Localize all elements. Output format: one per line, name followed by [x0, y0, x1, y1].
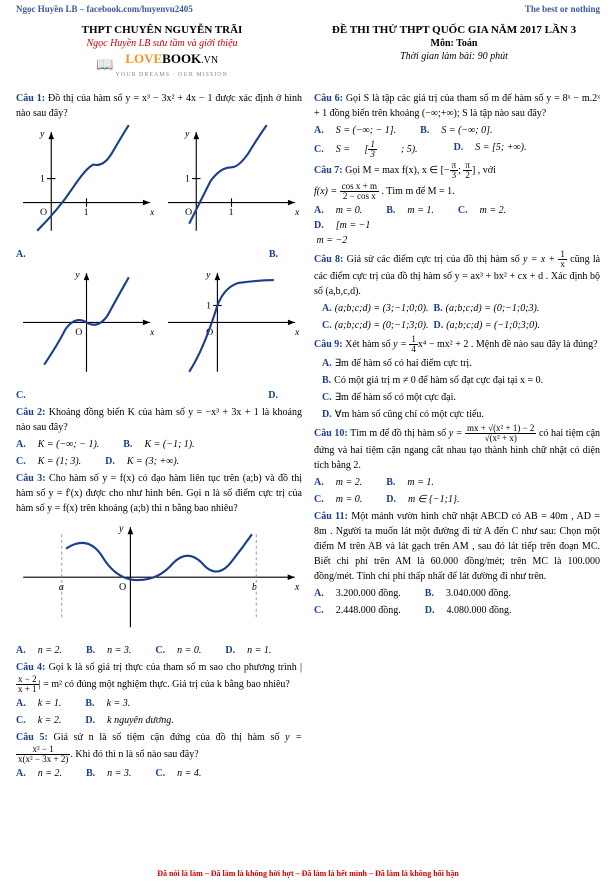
svg-text:x: x [294, 327, 300, 338]
q9-label: Câu 9: [314, 339, 343, 350]
content: Câu 1: Đồ thị của hàm số y = x³ − 3x² + … [0, 89, 616, 783]
q5-b: n = 3. [107, 768, 131, 779]
graph-c: x y O [16, 266, 157, 384]
svg-text:y: y [205, 269, 211, 280]
header-left: THPT CHUYÊN NGUYỄN TRÃI Ngọc Huyền LB sư… [16, 24, 308, 79]
svg-text:1: 1 [229, 207, 234, 218]
ans-a: A. [16, 249, 26, 260]
q6-c: S = [13; 5). [336, 144, 430, 155]
svg-text:O: O [119, 582, 126, 593]
q4-text2: = m² có đúng một nghiệm thực. Giá trị củ… [43, 679, 290, 690]
q4-c: k = 2. [38, 715, 62, 726]
logo: 📖 LOVEBOOK.VN YOUR DREAMS · OUR MISSION [16, 51, 308, 79]
q5-label: Câu 5: [16, 732, 48, 743]
q5-a: n = 2. [38, 768, 62, 779]
svg-text:1: 1 [84, 207, 89, 218]
ans-b: B. [269, 249, 278, 260]
time: Thời gian làm bài: 90 phút [308, 51, 600, 62]
q2-b: K = (−1; 1). [144, 439, 194, 450]
q4-a: k = 1. [38, 698, 62, 709]
svg-text:x: x [294, 582, 300, 593]
q6-text: Gọi S là tập các giá trị của tham số m đ… [314, 93, 600, 119]
q3-label: Câu 3: [16, 473, 46, 484]
svg-text:y: y [39, 128, 45, 139]
q2-a: K = (−∞; − 1). [38, 439, 100, 450]
svg-text:O: O [75, 327, 82, 338]
svg-text:1: 1 [185, 173, 190, 184]
q2-label: Câu 2: [16, 407, 45, 418]
graph-row-1: x y O 1 1 x y O 1 1 [16, 125, 302, 243]
logo-vn: .VN [201, 55, 218, 66]
q6-label: Câu 6: [314, 93, 343, 104]
q11-label: Câu 11: [314, 511, 348, 522]
q4-d: k nguyên dương. [107, 715, 174, 726]
graph-row-2: x y O x y O 1 [16, 266, 302, 384]
logo-love: LOVE [125, 51, 162, 66]
svg-text:O: O [185, 207, 192, 218]
svg-text:1: 1 [206, 300, 211, 311]
right-column: Câu 6: Gọi S là tập các giá trị của tham… [314, 89, 600, 783]
subject: Môn: Toán [308, 38, 600, 49]
q7-text: Gọi M = max f(x), x ∈ [345, 165, 438, 176]
q8-label: Câu 8: [314, 254, 343, 265]
graph-q3: xyOab [16, 520, 302, 639]
top-bar: Ngọc Huyền LB – facebook.com/huyenvu2405… [0, 0, 616, 18]
logo-book: BOOK [162, 51, 201, 66]
q5-text: Giả sử n là số tiệm cận đứng của đồ thị … [54, 732, 280, 743]
author: Ngọc Huyền LB sưu tầm và giới thiệu [16, 38, 308, 49]
q6-d: S = [5; +∞). [475, 142, 526, 153]
q7-label: Câu 7: [314, 165, 343, 176]
svg-text:y: y [184, 128, 190, 139]
q3-c: n = 0. [177, 645, 201, 656]
q4-text: Gọi k là số giá trị thực của tham số m s… [49, 662, 297, 673]
book-icon: 📖 [96, 57, 113, 74]
q2-text: Khoảng đồng biến K của hàm số y = −x³ + … [16, 407, 302, 433]
left-column: Câu 1: Đồ thị của hàm số y = x³ − 3x² + … [16, 89, 302, 783]
q1-label: Câu 1: [16, 93, 45, 104]
q5-text2: . Khi đó thì n là số nào sau đây? [70, 749, 198, 760]
top-left: Ngọc Huyền LB – facebook.com/huyenvu2405 [16, 4, 193, 14]
q4-label: Câu 4: [16, 662, 45, 673]
header-right: ĐỀ THI THỬ THPT QUỐC GIA NĂM 2017 LẦN 3 … [308, 24, 600, 79]
q2-c: K = (1; 3). [38, 456, 81, 467]
graph-b: x y O 1 1 [161, 125, 302, 243]
q1-text: Đồ thị của hàm số y = x³ − 3x² + 4x − 1 … [16, 93, 302, 119]
footer: Đã nói là làm – Đã làm là không hời hợt … [0, 869, 616, 878]
svg-text:x: x [294, 207, 300, 218]
q3-text: Cho hàm số y = f(x) có đạo hàm liên tục … [16, 473, 302, 514]
q4-b: k = 3. [107, 698, 131, 709]
header: THPT CHUYÊN NGUYỄN TRÃI Ngọc Huyền LB sư… [0, 18, 616, 89]
graph-a: x y O 1 1 [16, 125, 157, 243]
svg-text:x: x [149, 207, 155, 218]
q5-c: n = 4. [177, 768, 201, 779]
q3-d: n = 1. [247, 645, 271, 656]
q6-a: S = (−∞; − 1]. [336, 125, 396, 136]
exam-title: ĐỀ THI THỬ THPT QUỐC GIA NĂM 2017 LẦN 3 [308, 24, 600, 36]
q3-a: n = 2. [38, 645, 62, 656]
svg-text:O: O [40, 207, 47, 218]
svg-text:1: 1 [40, 173, 45, 184]
q2-d: K = (3; +∞). [127, 456, 179, 467]
q3-b: n = 3. [107, 645, 131, 656]
logo-sub: YOUR DREAMS · OUR MISSION [116, 72, 228, 78]
ans-d: D. [268, 390, 278, 401]
graph-d: xyO1 [161, 266, 302, 384]
q6-b: S = (−∞; 0]. [441, 125, 492, 136]
school-name: THPT CHUYÊN NGUYỄN TRÃI [16, 24, 308, 36]
top-right: The best or nothing [525, 4, 600, 14]
svg-text:y: y [74, 269, 80, 280]
ans-c: C. [16, 390, 26, 401]
svg-text:x: x [149, 327, 155, 338]
q10-label: Câu 10: [314, 428, 348, 439]
svg-text:y: y [118, 523, 124, 534]
